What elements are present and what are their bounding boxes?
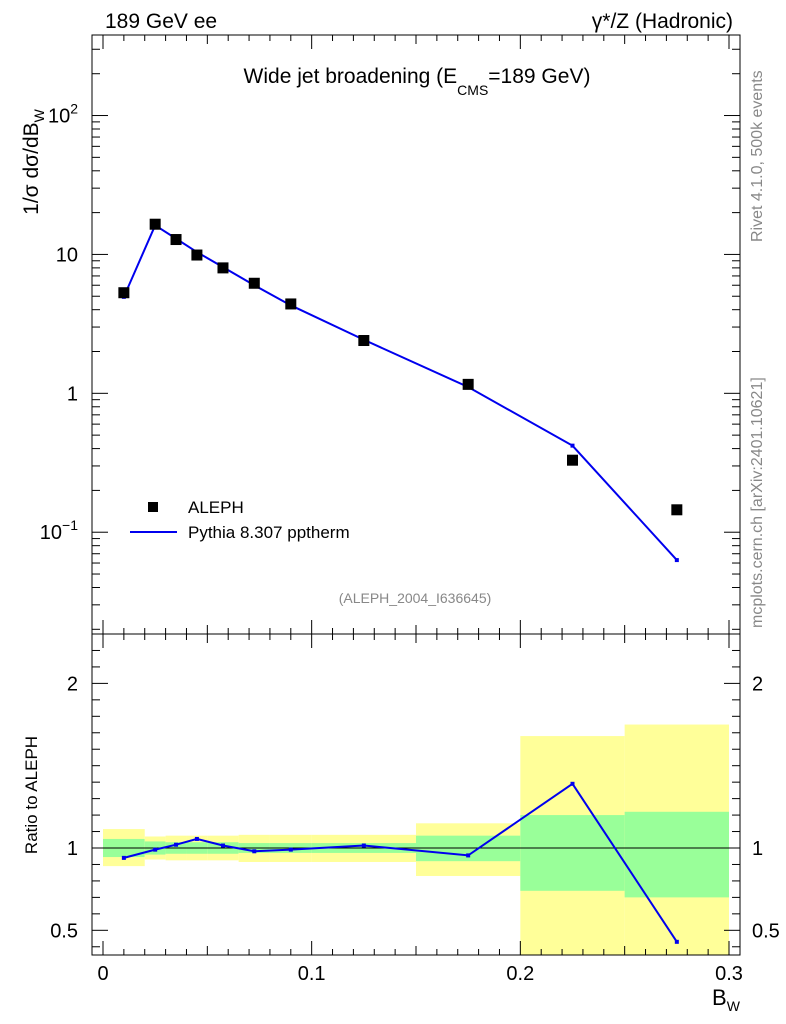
x-tick-label: 0.2 xyxy=(506,963,534,985)
chart-title-sub: CMS xyxy=(457,82,488,98)
y-tick-label-exponent: 2 xyxy=(70,101,78,117)
aleph-point xyxy=(567,454,578,466)
chart-title-tail: =189 GeV) xyxy=(488,65,590,88)
y-tick-label: 10−1 xyxy=(40,517,78,544)
pythia-point xyxy=(674,558,679,563)
aleph-point xyxy=(217,262,229,274)
analysis-tag: (ALEPH_2004_I636645) xyxy=(339,590,492,606)
ratio-point xyxy=(194,836,199,841)
y-tick-label-base: 10 xyxy=(48,106,70,128)
rivet-version-label: Rivet 4.1.0, 500k events xyxy=(749,70,766,242)
y-tick-label: 10 xyxy=(56,244,78,266)
ratio-point xyxy=(174,842,179,847)
ratio-point xyxy=(121,855,126,860)
ratio-point xyxy=(252,849,257,854)
aleph-point xyxy=(149,218,161,230)
chart-title-main: Wide jet broadening (E xyxy=(244,65,458,88)
chart-title: Wide jet broadening (ECMS=189 GeV) xyxy=(244,65,591,98)
x-axis-label: BW xyxy=(712,985,741,1014)
ratio-point xyxy=(361,843,366,848)
ratio-point xyxy=(288,847,293,852)
aleph-point xyxy=(285,298,297,310)
y-tick-label: 102 xyxy=(48,101,78,128)
x-axis-label-main: B xyxy=(712,985,727,1010)
ratio-point xyxy=(674,939,679,944)
aleph-point xyxy=(118,287,130,299)
ratio-series xyxy=(121,781,679,944)
ratio-panel-axes: 0 0.1 0.2 0.3 0.5 0.5 1 1 2 2 xyxy=(50,633,780,985)
ratio-y-tick-label: 1 xyxy=(67,838,78,860)
ratio-point xyxy=(570,781,575,786)
ratio-point xyxy=(153,847,158,852)
x-tick-label: 0.1 xyxy=(298,963,326,985)
x-tick-label: 0.3 xyxy=(715,963,743,985)
legend-label-aleph: ALEPH xyxy=(188,498,244,517)
ratio-point xyxy=(220,843,225,848)
ratio-point xyxy=(466,853,471,858)
ratio-band-green xyxy=(624,811,729,898)
y-axis-label-sub: W xyxy=(31,108,47,122)
aleph-point xyxy=(170,234,182,246)
ratio-y-tick-label-right: 0.5 xyxy=(752,920,780,942)
y-tick-label-base: 1 xyxy=(67,383,78,405)
aleph-point xyxy=(358,335,370,347)
mcplots-label: mcplots.cern.ch [arXiv:2401.10621] xyxy=(749,377,766,628)
y-tick-label-base: 10 xyxy=(40,522,62,544)
ratio-y-tick-label: 2 xyxy=(67,673,78,695)
y-tick-label-base: 10 xyxy=(56,244,78,266)
legend-label-pythia: Pythia 8.307 pptherm xyxy=(188,523,350,542)
x-axis-label-sub: W xyxy=(727,998,741,1014)
y-tick-label-exponent: −1 xyxy=(62,517,78,533)
ratio-y-tick-label: 0.5 xyxy=(50,920,78,942)
aleph-point xyxy=(248,277,260,289)
y-tick-label: 1 xyxy=(67,383,78,405)
header-left-label: 189 GeV ee xyxy=(105,10,217,33)
ratio-y-tick-label-right: 2 xyxy=(752,673,763,695)
y-axis-label: 1/σ dσ/dBW xyxy=(20,108,47,214)
x-tick-label: 0 xyxy=(97,963,108,985)
ratio-y-tick-label-right: 1 xyxy=(752,838,763,860)
header-right-label: γ*/Z (Hadronic) xyxy=(592,10,733,33)
y-axis-label-main: 1/σ dσ/dB xyxy=(20,122,43,214)
legend-marker-aleph xyxy=(148,502,158,512)
ratio-y-axis-label: Ratio to ALEPH xyxy=(22,736,41,854)
aleph-point xyxy=(191,249,203,261)
aleph-point xyxy=(462,378,474,390)
pythia-point xyxy=(570,443,575,448)
aleph-series xyxy=(118,218,683,516)
ratio-band-green xyxy=(520,815,625,891)
aleph-point xyxy=(671,504,683,516)
main-frame xyxy=(91,34,741,635)
